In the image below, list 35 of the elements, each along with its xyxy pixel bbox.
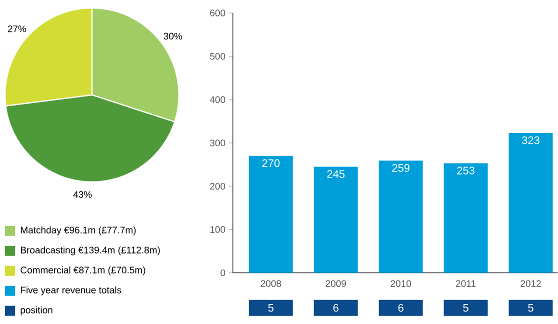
data-label: 6	[333, 304, 338, 312]
data-label: 5	[463, 304, 468, 312]
bar	[444, 163, 488, 273]
data-label: 270	[262, 159, 280, 168]
y-tick-label: 300	[210, 140, 226, 146]
x-tick-label: 2008	[260, 280, 282, 288]
bar	[378, 160, 423, 273]
data-label: 245	[327, 170, 345, 178]
legend-label: Commercial €87.1m (£70.5m)	[20, 266, 146, 276]
x-tick-label: 2010	[390, 280, 411, 288]
y-tick-label: 500	[210, 53, 226, 60]
bar	[508, 133, 553, 273]
legend-label: Broadcasting €139.4m (£112.8m)	[20, 246, 160, 256]
data-label: 43%	[73, 191, 92, 198]
y-tick-label: 400	[210, 96, 226, 104]
y-tick-label: 200	[210, 182, 226, 190]
data-label: 5	[528, 304, 534, 312]
data-label: 323	[522, 136, 540, 144]
x-tick-label: 2012	[520, 280, 541, 288]
bar	[314, 166, 358, 273]
x-tick-label: 2009	[326, 280, 346, 288]
legend-label: Matchday €96.1m (£77.7m)	[20, 226, 136, 236]
data-label: 30%	[164, 32, 182, 40]
y-tick-label: 600	[210, 10, 226, 16]
data-label: 6	[398, 304, 404, 312]
legend-label: Five year revenue totals	[20, 286, 122, 296]
y-tick-label: 100	[210, 226, 226, 233]
x-tick-label: 2011	[456, 280, 476, 288]
data-label: 5	[268, 304, 274, 312]
legend-label: position	[20, 306, 52, 316]
data-label: 259	[392, 164, 410, 172]
data-label: 253	[457, 166, 474, 175]
bar	[248, 156, 293, 273]
data-label: 27%	[8, 26, 26, 32]
y-tick-label: 0	[220, 270, 226, 276]
